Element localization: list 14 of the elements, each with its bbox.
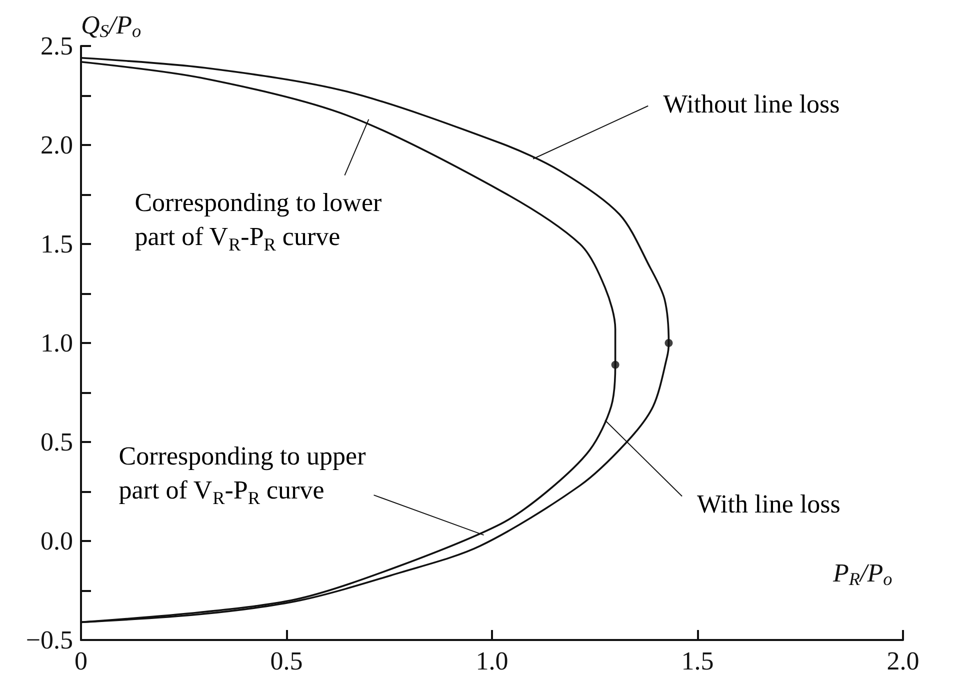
y-tick-label: 2.5 [40,32,73,60]
y-tick-label: 0.5 [40,428,73,456]
y-tick-label: 1.5 [40,230,73,258]
y-tick-label: 1.0 [40,328,73,358]
x-tick-label: 0.5 [270,646,303,676]
annotation: Without line loss [663,89,840,118]
y-tick-label: −0.5 [26,626,73,654]
x-tick-label: 1.0 [476,646,508,676]
x-tick-label: 0 [74,646,88,676]
y-tick-label: 0.0 [40,526,73,556]
x-tick-label: 1.5 [681,646,714,676]
x-tick-label: 2.0 [886,646,920,676]
y-tick-label: 2.0 [40,130,73,160]
annotation: With line loss [697,490,840,519]
